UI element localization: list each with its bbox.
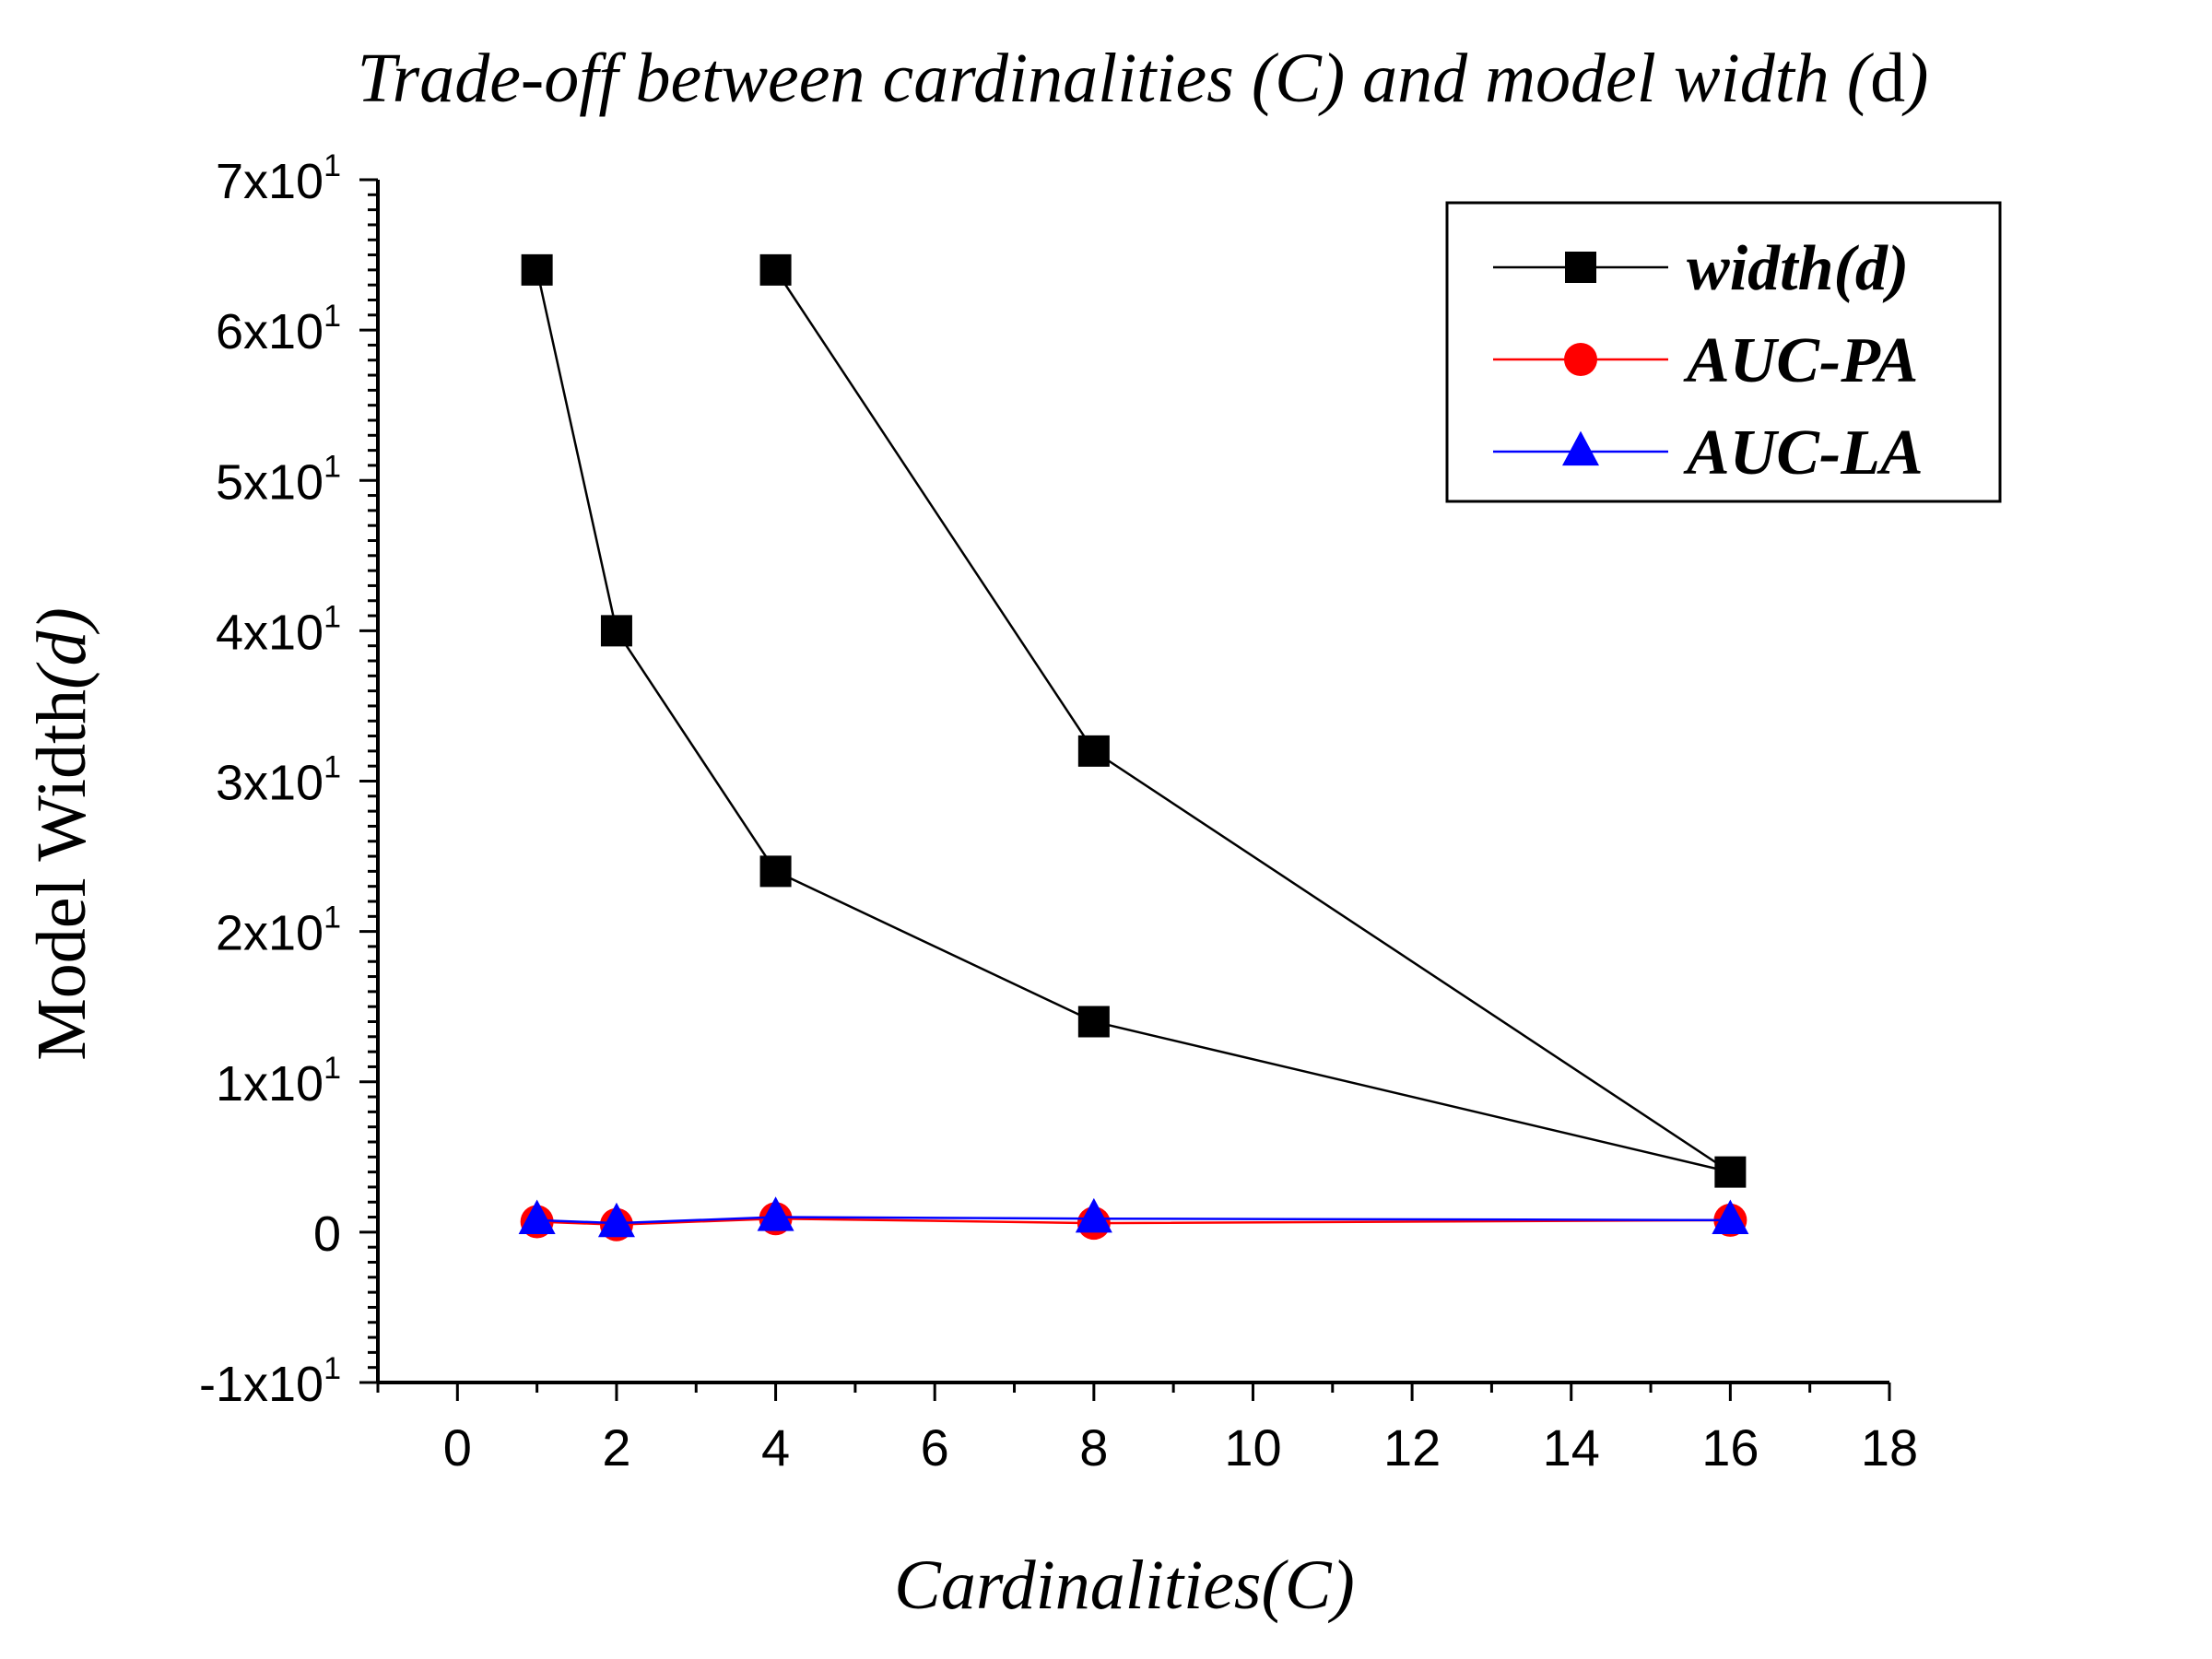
y-axis-label-main: Model Width (23, 689, 100, 1061)
y-tick-label-exponent: 1 (324, 449, 341, 484)
y-tick-label: 5x101 (216, 449, 341, 510)
data-point (521, 253, 553, 286)
legend-marker (1565, 252, 1596, 283)
x-tick-label: 10 (1224, 1418, 1281, 1477)
y-tick-label: 7x101 (216, 148, 341, 209)
chart-title-symbol: d (1870, 40, 1905, 117)
y-tick-label-exponent: 1 (324, 1351, 341, 1386)
x-tick-label: 14 (1543, 1418, 1600, 1477)
series-square (521, 253, 1747, 1188)
data-point (1077, 735, 1110, 767)
y-tick-label-exponent: 1 (324, 299, 341, 334)
legend-items: width(d) AUC-PA AUC-LA (1493, 233, 1924, 488)
y-tick-label: 0 (313, 1206, 341, 1262)
data-point (1077, 1006, 1110, 1038)
data-point (1714, 1156, 1747, 1188)
x-tick-label: 4 (761, 1418, 790, 1477)
y-tick-label-base: 4x10 (216, 605, 324, 660)
x-tick-label: 6 (921, 1418, 949, 1477)
y-tick-label-base: -1x10 (199, 1357, 324, 1412)
y-tick-label-exponent: 1 (324, 148, 341, 183)
y-tick-label-base: 0 (313, 1206, 341, 1262)
chart-title-suffix: ) (1901, 40, 1928, 117)
y-tick-label: 3x101 (216, 750, 341, 811)
data-point (1075, 1197, 1112, 1233)
legend-label: AUC-LA (1683, 418, 1924, 488)
data-point (518, 1199, 556, 1234)
y-tick-label-base: 3x10 (216, 756, 324, 811)
y-tick-label-base: 7x10 (216, 154, 324, 209)
y-tick-label: 6x101 (216, 299, 341, 359)
legend-label: width(d) (1687, 233, 1909, 304)
y-tick-label: 4x101 (216, 599, 341, 660)
data-point (759, 855, 792, 888)
y-tick-label-base: 1x10 (216, 1056, 324, 1112)
y-tick-label: 2x101 (216, 900, 341, 961)
legend-item: AUC-LA (1493, 418, 1924, 488)
data-point (759, 253, 792, 286)
legend-item: AUC-PA (1493, 325, 1919, 396)
legend-marker (1562, 430, 1599, 466)
y-tick-label-exponent: 1 (324, 599, 341, 634)
y-axis-label: Model Width(d) (23, 607, 100, 1061)
y-tick-label-base: 2x10 (216, 906, 324, 961)
x-tick-label: 16 (1701, 1418, 1759, 1477)
x-tick-labels: 0 2 4 6 8 10 12 14 16 18 (443, 1418, 1918, 1477)
x-tick-label: 2 (602, 1418, 630, 1477)
y-tick-label-exponent: 1 (324, 900, 341, 935)
legend-item: width(d) (1493, 233, 1909, 304)
x-axis-label: Cardinalities(C) (894, 1547, 1355, 1624)
data-point (757, 1196, 794, 1231)
legend: width(d) AUC-PA AUC-LA (1445, 201, 2002, 503)
x-tick-label: 18 (1861, 1418, 1918, 1477)
series-triangle (518, 1196, 1749, 1238)
x-tick-label: 0 (443, 1418, 472, 1477)
legend-marker (1564, 343, 1597, 376)
data-point (1712, 1199, 1749, 1234)
y-tick-label-exponent: 1 (324, 1051, 341, 1086)
series-layer (518, 253, 1749, 1241)
data-point (600, 615, 632, 647)
chart-title-prefix: Trade-off between cardinalities (C) and … (358, 40, 1875, 117)
chart-title: Trade-off between cardinalities (C) and … (358, 40, 1929, 117)
y-tick-label-exponent: 1 (324, 750, 341, 785)
data-point (597, 1202, 635, 1238)
y-tick-label-base: 5x10 (216, 454, 324, 510)
x-tick-label: 12 (1383, 1418, 1441, 1477)
y-tick-label: 1x101 (216, 1051, 341, 1112)
x-tick-label: 8 (1079, 1418, 1108, 1477)
legend-label: AUC-PA (1683, 325, 1919, 396)
y-tick-label-base: 6x10 (216, 304, 324, 359)
y-axis-label-symbol: (d) (23, 607, 100, 689)
y-tick-labels: -1x10101x1012x1013x1014x1015x1016x1017x1… (199, 148, 341, 1412)
axes (359, 178, 1891, 1401)
y-tick-label: -1x101 (199, 1351, 341, 1412)
